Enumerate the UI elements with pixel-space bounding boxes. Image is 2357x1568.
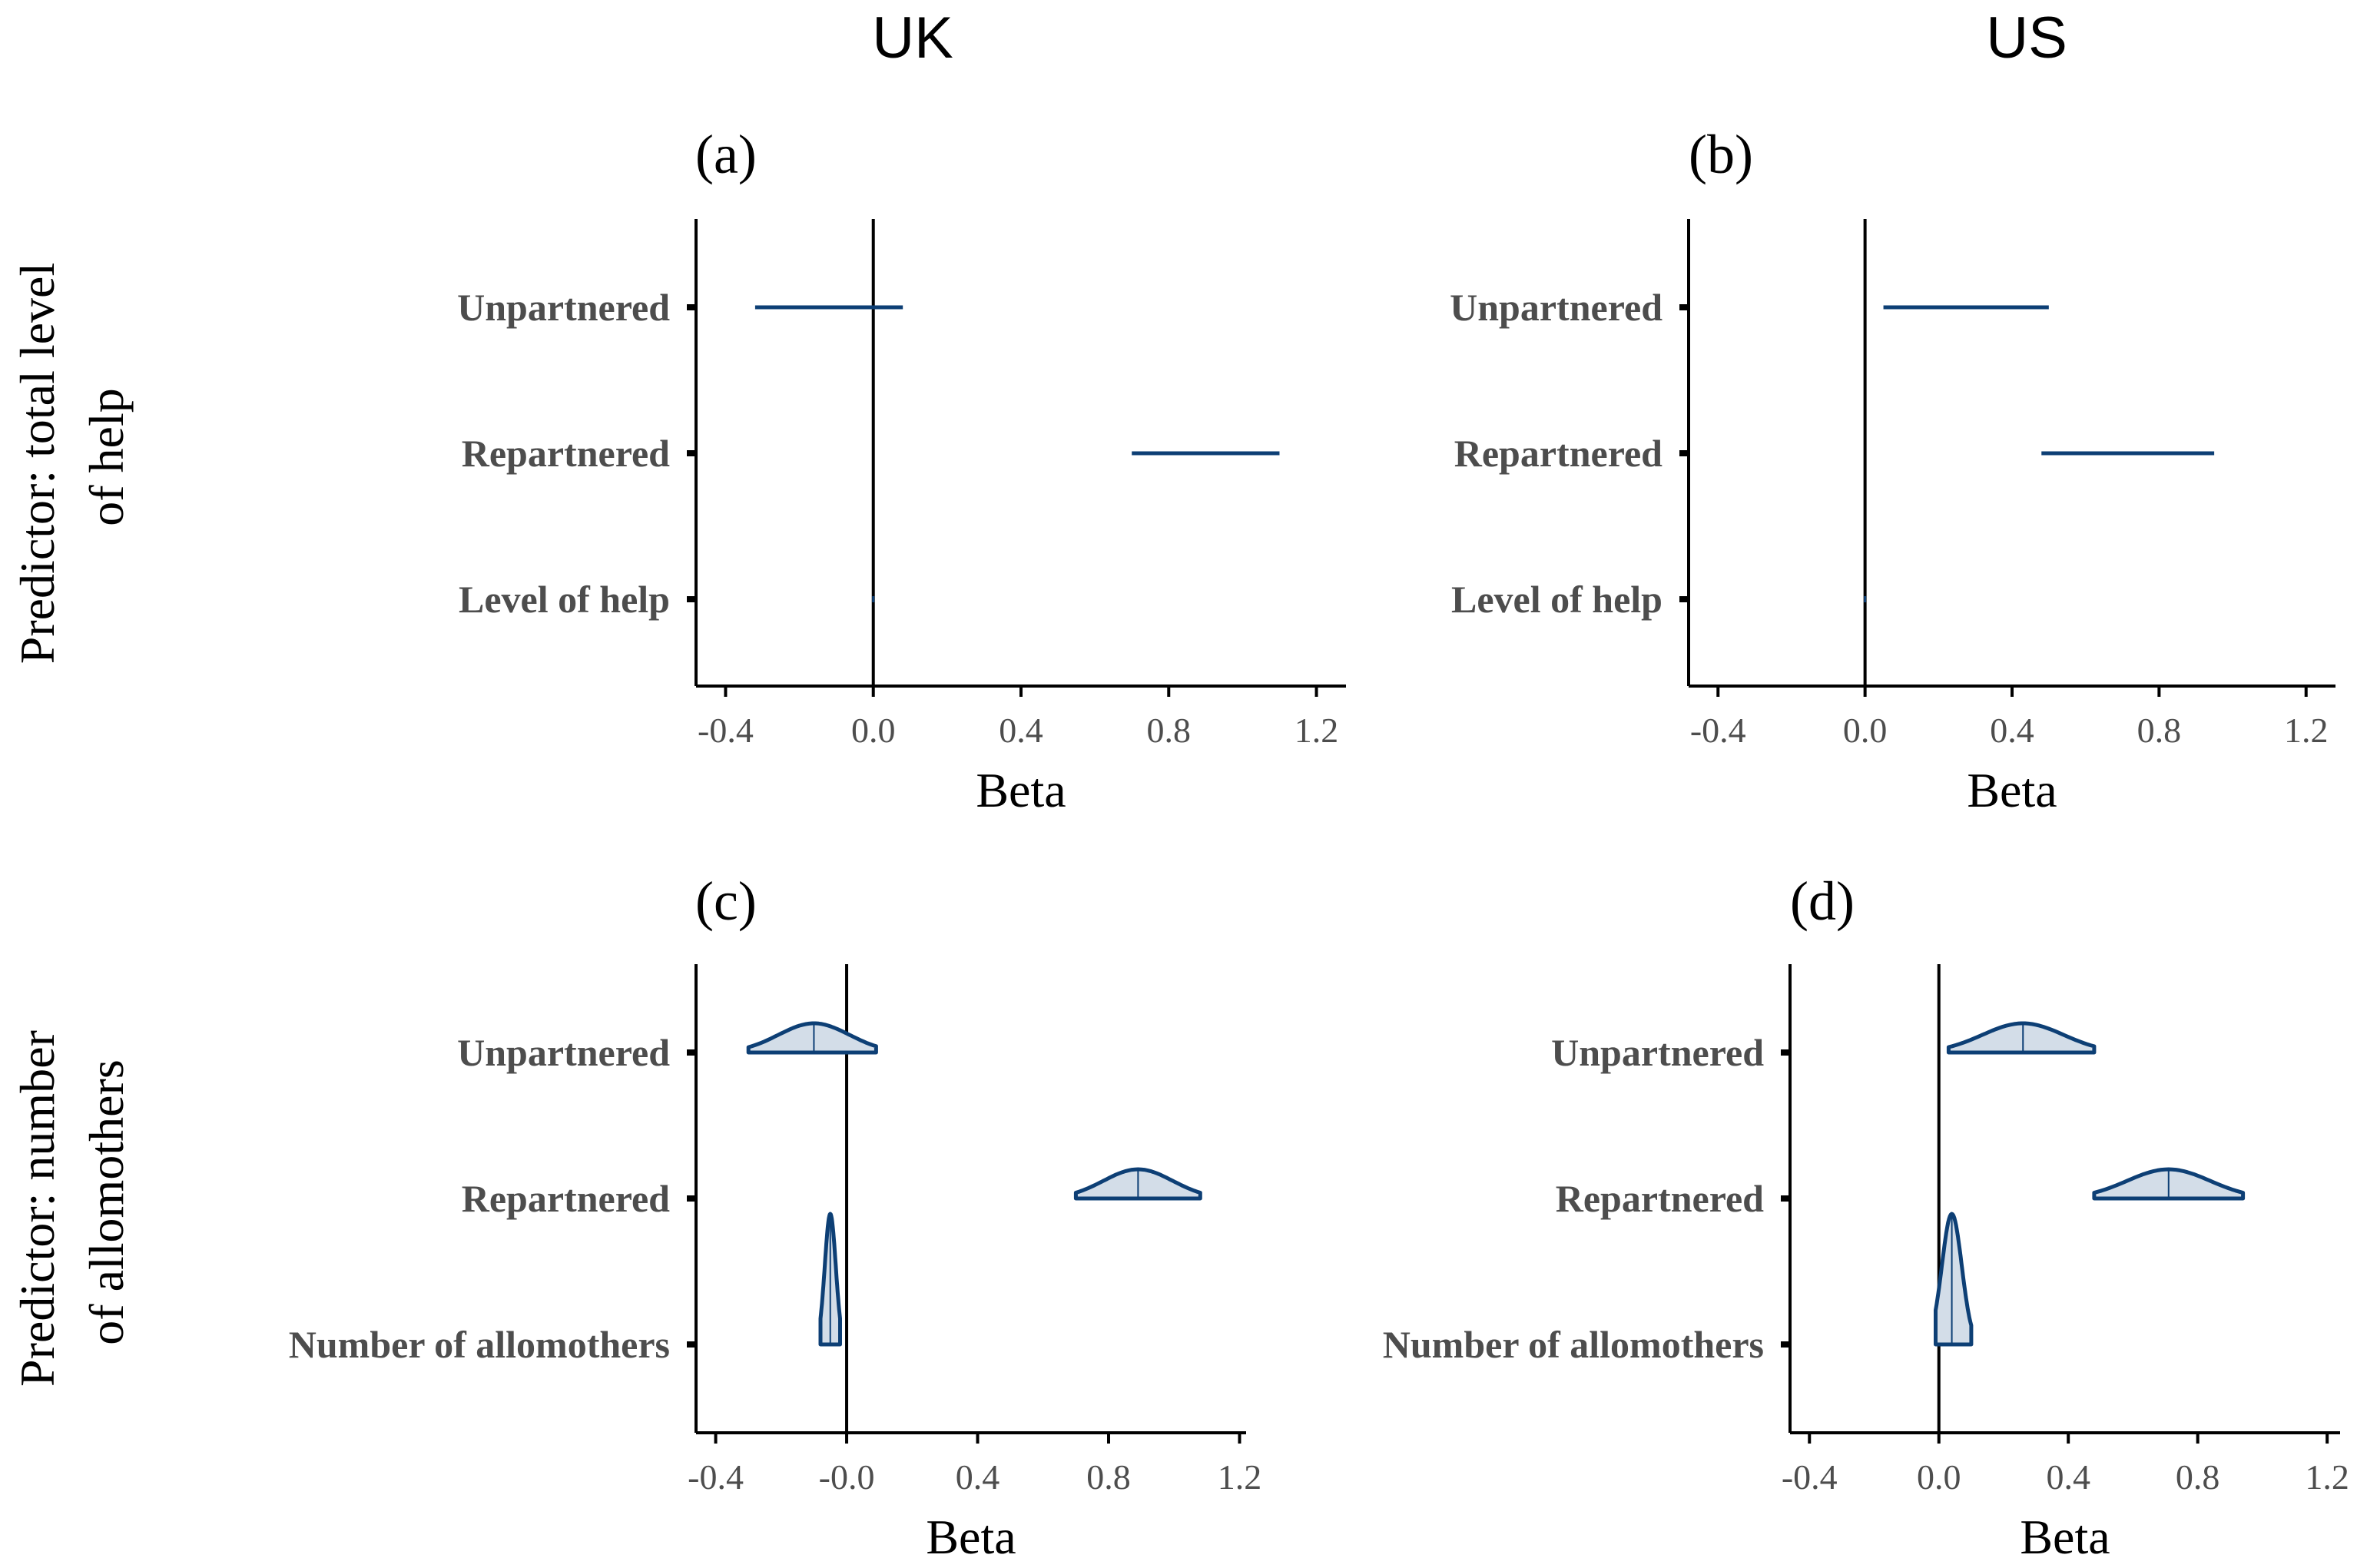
row-title-help: Predictor: total level of help [10,250,134,665]
category-label: Unpartnered [457,286,670,329]
panel-label: (b) [1689,124,1753,185]
category-label: Level of help [459,578,670,621]
x-tick-label: 1.2 [2284,711,2329,750]
density-ridge [1946,1021,2097,1055]
x-axis-title: Beta [2020,1510,2110,1564]
x-tick-label: 0.4 [956,1457,1000,1497]
panel-label: (d) [1790,870,1855,932]
category-label: Number of allomothers [289,1323,670,1366]
category-label: Unpartnered [457,1031,670,1074]
row-title-help-line2: of help [79,388,134,526]
x-tick-label: 0.4 [1990,711,2034,750]
x-tick-label: 0.0 [851,711,896,750]
x-tick-label: 0.8 [1147,711,1192,750]
column-title-us: US [1986,5,2067,71]
x-tick-label: 1.2 [1218,1457,1262,1497]
x-tick-label: -0.0 [819,1457,875,1497]
panel-label: (a) [695,124,757,185]
category-label: Repartnered [462,1177,670,1220]
column-title-uk: UK [872,5,953,71]
x-tick-label: 0.8 [2176,1457,2220,1497]
category-label: Repartnered [462,432,670,475]
x-tick-label: 0.8 [1086,1457,1131,1497]
category-label: Repartnered [1556,1177,1764,1220]
density-ridge [746,1021,878,1055]
panel-d: (d) -0.4 0.0 0.4 0.8 1.2 Beta Unpartnered Repart… [1383,870,2349,1564]
category-label: Number of allomothers [1383,1323,1764,1366]
x-tick-label: -0.4 [688,1457,744,1497]
panel-c: (c) -0.4 -0.0 0.4 0.8 1.2 Beta Unpartnered Repar… [289,870,1261,1564]
panel-a: (a) -0.4 0.0 0.4 0.8 1.2 Beta Unpartnered Repart… [457,124,1346,817]
panel-label: (c) [695,870,757,932]
x-tick-label: 0.8 [2137,711,2182,750]
row-title-allomothers: Predictor: number of allomothers [10,1018,134,1387]
x-tick-label: 1.2 [2305,1457,2349,1497]
category-label: Level of help [1451,578,1662,621]
x-axis-title: Beta [1967,763,2057,817]
category-label: Unpartnered [1551,1031,1764,1074]
category-label: Repartnered [1454,432,1662,475]
x-tick-label: -0.4 [698,711,754,750]
x-tick-label: 0.4 [999,711,1043,750]
row-title-help-line1: Predictor: total level [10,263,65,665]
x-tick-label: 0.0 [1917,1457,1961,1497]
density-ridge [1934,1212,1974,1347]
x-tick-label: -0.4 [1782,1457,1838,1497]
row-title-allomothers-line1: Predictor: number [10,1030,65,1387]
x-tick-label: 0.0 [1843,711,1888,750]
category-label: Unpartnered [1450,286,1662,329]
x-tick-label: 0.4 [2046,1457,2090,1497]
row-title-allomothers-line2: of allomothers [79,1059,134,1344]
panel-b: (b) -0.4 0.0 0.4 0.8 1.2 Beta Unpartnered Repart… [1450,124,2335,817]
x-tick-label: 1.2 [1295,711,1339,750]
x-tick-label: -0.4 [1690,711,1746,750]
x-axis-title: Beta [926,1510,1016,1564]
x-axis-title: Beta [976,763,1066,817]
